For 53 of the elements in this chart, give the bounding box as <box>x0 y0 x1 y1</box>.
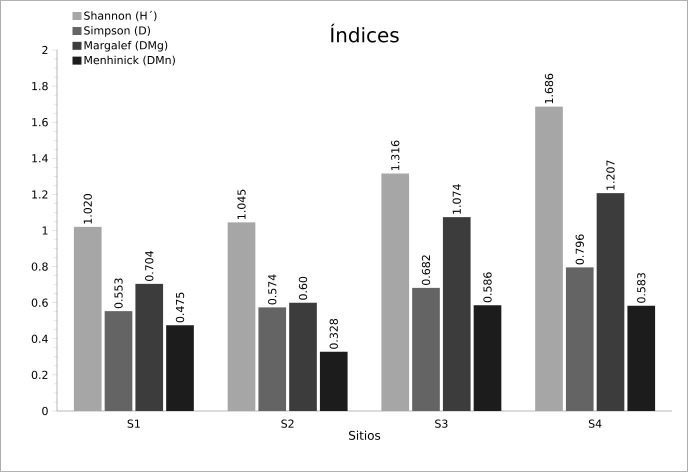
y-tick-label: 0.6 <box>32 298 48 307</box>
x-tick-label: S4 <box>588 420 602 428</box>
x-tick-label: S2 <box>281 420 294 428</box>
bar <box>320 352 348 411</box>
x-axis-title: Sitios <box>349 430 380 440</box>
chart-title: Índices <box>330 24 399 42</box>
data-label: 0.60 <box>298 276 308 300</box>
y-tick-label: 1.4 <box>32 154 48 162</box>
y-tick-label: 2 <box>42 46 48 54</box>
legend-label: Margalef (DMg) <box>84 40 168 52</box>
bar <box>596 193 624 411</box>
bar <box>381 173 410 411</box>
legend-label: Shannon (H´) <box>84 10 156 22</box>
data-label: 0.796 <box>576 234 584 264</box>
data-label: 0.553 <box>114 278 123 308</box>
bar <box>412 288 440 411</box>
data-label: 0.583 <box>637 273 646 303</box>
data-label: 1.686 <box>544 74 554 104</box>
data-label: 1.316 <box>391 140 400 170</box>
data-label: 1.207 <box>606 160 615 190</box>
data-label: 0.475 <box>176 292 184 322</box>
y-tick-label: 0.4 <box>32 334 48 343</box>
bar <box>474 305 502 411</box>
y-tick-label: 1 <box>42 226 48 234</box>
x-tick-label: S3 <box>435 420 448 428</box>
data-label: 0.704 <box>145 250 154 282</box>
bar <box>627 306 656 411</box>
y-tick-label: 0 <box>42 406 48 416</box>
bar <box>166 325 194 411</box>
bar <box>535 106 563 411</box>
data-label: 1.045 <box>237 190 246 219</box>
legend-label: Menhinick (DMn) <box>84 56 175 66</box>
legend-label: Simpson (D) <box>84 26 150 37</box>
data-label: 0.682 <box>422 255 430 285</box>
y-tick-label: 1.6 <box>32 118 48 126</box>
data-label: 0.574 <box>268 274 276 304</box>
data-label: 0.586 <box>483 272 492 302</box>
data-label: 0.328 <box>330 318 338 349</box>
bar <box>566 267 594 411</box>
y-tick-label: 0.2 <box>32 370 48 380</box>
y-tick-label: 1.2 <box>32 190 48 198</box>
data-label: 1.074 <box>452 184 461 214</box>
bar <box>74 226 102 411</box>
bar <box>442 217 471 411</box>
y-tick-label: 1.8 <box>32 82 48 90</box>
y-tick-label: 0.8 <box>32 262 48 271</box>
bar <box>289 302 317 411</box>
x-tick-label: S1 <box>128 420 140 428</box>
data-label: 1.020 <box>84 194 92 224</box>
bar <box>258 307 286 411</box>
bar <box>104 311 132 411</box>
bar <box>228 222 256 411</box>
bar <box>135 284 164 411</box>
